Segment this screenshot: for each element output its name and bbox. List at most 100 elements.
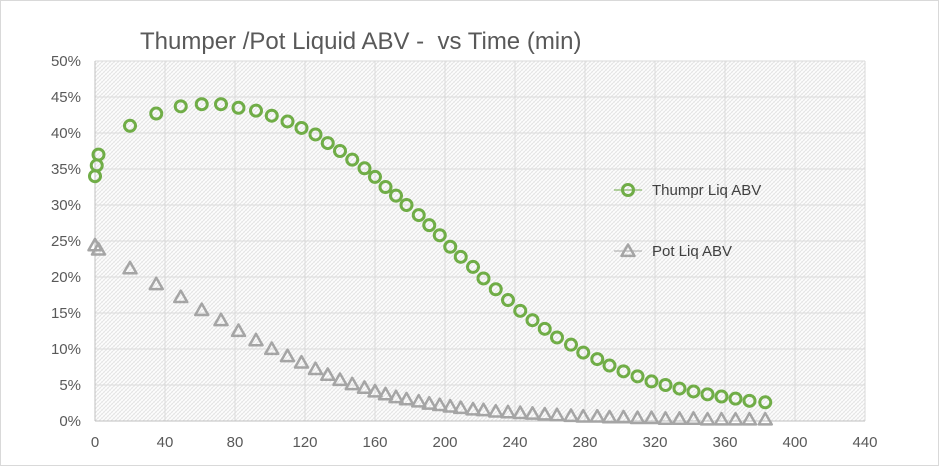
data-point bbox=[213, 312, 229, 327]
data-point bbox=[432, 228, 447, 243]
data-point bbox=[90, 241, 107, 256]
data-point bbox=[686, 384, 701, 399]
data-point bbox=[249, 103, 263, 118]
x-tick-label: 160 bbox=[362, 434, 387, 451]
y-tick-label: 50% bbox=[51, 53, 81, 70]
y-tick-label: 10% bbox=[51, 341, 81, 358]
x-tick-label: 200 bbox=[432, 434, 457, 451]
data-point bbox=[602, 358, 617, 373]
data-point bbox=[388, 389, 404, 404]
data-point bbox=[589, 408, 605, 423]
data-point bbox=[500, 404, 516, 419]
data-point bbox=[333, 144, 347, 158]
series-layer bbox=[87, 97, 773, 426]
data-point bbox=[549, 407, 565, 422]
data-point bbox=[443, 239, 458, 254]
data-point bbox=[465, 401, 481, 416]
data-point bbox=[411, 393, 427, 408]
data-point bbox=[727, 411, 744, 426]
data-point bbox=[657, 411, 674, 425]
x-tick-label: 240 bbox=[502, 434, 527, 451]
x-tick-label: 280 bbox=[572, 434, 597, 451]
data-point bbox=[149, 106, 164, 121]
x-tick-label: 320 bbox=[642, 434, 667, 451]
data-point bbox=[442, 398, 458, 413]
data-point bbox=[248, 332, 264, 347]
data-point bbox=[332, 372, 348, 387]
data-point bbox=[643, 410, 660, 425]
data-point bbox=[757, 411, 773, 426]
data-point bbox=[590, 352, 605, 367]
data-point bbox=[294, 120, 309, 135]
data-point bbox=[630, 369, 645, 384]
data-point bbox=[475, 402, 492, 417]
x-tick-label: 360 bbox=[712, 434, 737, 451]
data-point bbox=[513, 303, 528, 318]
y-tick-label: 45% bbox=[51, 89, 81, 106]
y-tick-label: 35% bbox=[51, 161, 81, 178]
x-tick-label: 0 bbox=[91, 434, 99, 451]
y-tick-label: 40% bbox=[51, 125, 81, 142]
data-point bbox=[563, 408, 579, 423]
data-point bbox=[525, 313, 540, 328]
data-point bbox=[713, 411, 730, 426]
data-point bbox=[432, 397, 448, 412]
legend-label: Pot Liq ABV bbox=[652, 243, 732, 260]
data-point bbox=[672, 381, 687, 396]
data-point bbox=[476, 271, 491, 286]
data-point bbox=[537, 406, 553, 421]
data-point bbox=[616, 364, 631, 379]
data-point bbox=[173, 289, 189, 304]
data-point bbox=[453, 249, 468, 264]
data-point bbox=[728, 391, 743, 406]
data-point bbox=[173, 99, 188, 114]
data-point bbox=[194, 302, 210, 317]
data-point bbox=[307, 361, 324, 376]
legend-marker bbox=[620, 243, 636, 258]
data-point bbox=[344, 376, 360, 391]
legend-marker bbox=[621, 183, 635, 197]
data-point bbox=[148, 276, 164, 291]
data-point bbox=[575, 408, 591, 423]
axis-layer: 0 40 80 120 160 200 240 280 320 360 400 440 0% 5% 10% 1… bbox=[51, 53, 878, 451]
data-point bbox=[453, 400, 469, 415]
legend: Thumpr Liq ABV Pot Liq ABV bbox=[614, 182, 761, 260]
data-point bbox=[550, 330, 564, 345]
data-point bbox=[629, 410, 646, 425]
data-point bbox=[264, 108, 279, 123]
data-point bbox=[194, 97, 209, 112]
data-point bbox=[214, 97, 228, 112]
chart-title: Thumper /Pot Liquid ABV - vs Time (min) bbox=[140, 28, 582, 55]
data-point bbox=[537, 321, 552, 336]
data-point bbox=[741, 411, 758, 426]
y-tick-label: 25% bbox=[51, 233, 81, 250]
data-point bbox=[658, 378, 673, 392]
y-tick-label: 0% bbox=[59, 413, 81, 430]
data-point bbox=[501, 293, 515, 308]
data-point bbox=[356, 380, 373, 395]
legend-label: Thumpr Liq ABV bbox=[652, 182, 761, 199]
x-tick-label: 40 bbox=[157, 434, 174, 451]
y-tick-label: 5% bbox=[59, 377, 81, 394]
data-point bbox=[231, 100, 246, 115]
data-point bbox=[699, 411, 716, 426]
data-point bbox=[671, 411, 688, 425]
data-point bbox=[367, 383, 383, 398]
data-point bbox=[466, 259, 480, 274]
data-point bbox=[411, 208, 426, 223]
y-tick-label: 20% bbox=[51, 269, 81, 286]
data-point bbox=[524, 406, 541, 420]
data-point bbox=[398, 391, 415, 406]
data-point bbox=[615, 409, 632, 424]
data-point bbox=[700, 387, 715, 402]
x-tick-label: 400 bbox=[782, 434, 807, 451]
data-point bbox=[308, 127, 323, 142]
data-point bbox=[422, 218, 437, 233]
data-point bbox=[685, 411, 702, 425]
y-tick-label: 30% bbox=[51, 197, 81, 214]
data-point bbox=[576, 345, 591, 360]
data-point bbox=[230, 323, 247, 338]
data-point bbox=[488, 403, 504, 418]
x-tick-label: 120 bbox=[292, 434, 317, 451]
